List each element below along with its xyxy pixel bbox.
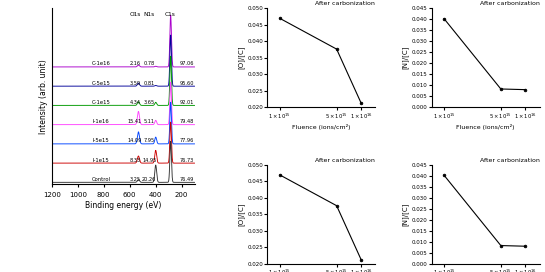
Text: 3.25: 3.25 bbox=[129, 177, 141, 182]
Text: I-1e15: I-1e15 bbox=[93, 157, 110, 163]
Text: C1s: C1s bbox=[165, 13, 175, 17]
Text: 92.01: 92.01 bbox=[180, 100, 194, 105]
Y-axis label: Intensity (arb. unit): Intensity (arb. unit) bbox=[39, 59, 47, 134]
Y-axis label: [O]/[C]: [O]/[C] bbox=[238, 46, 245, 69]
Text: After carbonization: After carbonization bbox=[480, 1, 540, 6]
Text: I-1e16: I-1e16 bbox=[93, 119, 110, 124]
Text: 76.49: 76.49 bbox=[180, 177, 194, 182]
Text: 3.65: 3.65 bbox=[144, 100, 155, 105]
Text: 79.48: 79.48 bbox=[180, 119, 194, 124]
Text: 76.73: 76.73 bbox=[180, 157, 194, 163]
Text: I-5e15: I-5e15 bbox=[93, 138, 110, 143]
Text: 14.95: 14.95 bbox=[142, 157, 156, 163]
X-axis label: Fluence (ions/cm²): Fluence (ions/cm²) bbox=[456, 123, 515, 129]
Text: 95.60: 95.60 bbox=[180, 81, 194, 86]
Text: 15.41: 15.41 bbox=[128, 119, 142, 124]
Text: After carbonization: After carbonization bbox=[316, 158, 376, 163]
Text: C-1e16: C-1e16 bbox=[92, 61, 111, 66]
Text: 0.78: 0.78 bbox=[143, 61, 155, 66]
X-axis label: Fluence (ions/cm²): Fluence (ions/cm²) bbox=[292, 123, 350, 129]
Text: N1s: N1s bbox=[143, 13, 155, 17]
Text: 7.95: 7.95 bbox=[144, 138, 155, 143]
Text: 0.81: 0.81 bbox=[143, 81, 155, 86]
Y-axis label: [O]/[C]: [O]/[C] bbox=[238, 203, 245, 226]
Text: O1s: O1s bbox=[129, 13, 141, 17]
Y-axis label: [N]/[C]: [N]/[C] bbox=[402, 46, 409, 69]
Text: C-1e15: C-1e15 bbox=[92, 100, 111, 105]
Y-axis label: [N]/[C]: [N]/[C] bbox=[402, 203, 409, 226]
Text: 14.09: 14.09 bbox=[128, 138, 142, 143]
Text: C-5e15: C-5e15 bbox=[92, 81, 111, 86]
Text: 20.26: 20.26 bbox=[142, 177, 156, 182]
Text: 8.33: 8.33 bbox=[129, 157, 141, 163]
Text: 3.59: 3.59 bbox=[129, 81, 141, 86]
Text: 5.11: 5.11 bbox=[144, 119, 155, 124]
X-axis label: Binding energy (eV): Binding energy (eV) bbox=[85, 201, 161, 210]
Text: 4.34: 4.34 bbox=[129, 100, 141, 105]
Text: 77.96: 77.96 bbox=[180, 138, 194, 143]
Text: After carbonization: After carbonization bbox=[316, 1, 376, 6]
Text: Control: Control bbox=[92, 177, 111, 182]
Text: 2.16: 2.16 bbox=[129, 61, 141, 66]
Text: After carbonization: After carbonization bbox=[480, 158, 540, 163]
Text: 97.06: 97.06 bbox=[180, 61, 194, 66]
